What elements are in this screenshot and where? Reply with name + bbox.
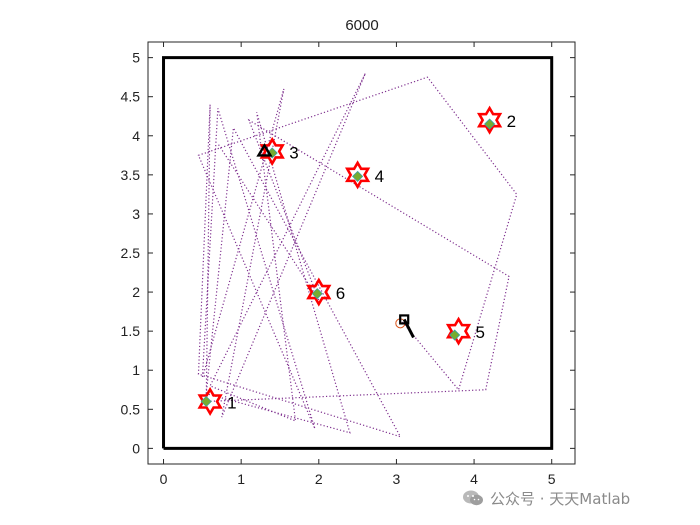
wechat-icon <box>463 490 483 506</box>
target-star <box>259 136 285 166</box>
robot <box>256 143 415 339</box>
target-4: 4 <box>344 160 384 190</box>
target-star <box>476 105 503 135</box>
y-tick-label: 2 <box>132 284 140 300</box>
robot-square <box>399 314 410 325</box>
target-label: 1 <box>227 393 236 412</box>
robot-triangle <box>256 143 273 157</box>
x-tick-label: 1 <box>237 471 245 487</box>
x-tick-label: 5 <box>548 471 556 487</box>
watermark-text: 公众号 · 天天Matlab <box>490 489 631 508</box>
x-tick-label: 4 <box>470 471 478 487</box>
x-tick-label: 0 <box>160 471 168 487</box>
target-label: 4 <box>375 167 384 186</box>
y-tick-label: 4.5 <box>121 89 141 105</box>
target-diamond <box>484 118 496 130</box>
robot-heading <box>402 318 415 339</box>
target-label: 5 <box>476 323 485 342</box>
y-tick-label: 1 <box>132 362 140 378</box>
target-5: 5 <box>445 316 485 346</box>
robot-trajectory <box>197 72 518 438</box>
y-tick-label: 3 <box>132 206 140 222</box>
x-tick-label: 3 <box>393 471 401 487</box>
y-tick-label: 5 <box>132 50 140 66</box>
chart-title: 6000 <box>345 17 378 34</box>
targets: 1 2 3 4 5 6 <box>197 105 516 417</box>
target-label: 6 <box>336 284 345 303</box>
trajectory-line <box>197 72 518 438</box>
x-tick-label: 2 <box>315 471 323 487</box>
y-tick-label: 0 <box>132 440 140 456</box>
target-star <box>197 386 223 417</box>
target-label: 2 <box>507 112 516 131</box>
plot-area <box>147 41 576 465</box>
target-label: 3 <box>289 143 298 162</box>
target-6: 6 <box>306 277 345 307</box>
target-diamond <box>200 395 212 408</box>
axes: 0 1 2 3 4 5 0 0.5 1 1.5 2 2.5 3 3.5 4 4.5 5 <box>121 42 575 487</box>
y-tick-label: 0.5 <box>121 401 141 417</box>
target-2: 2 <box>476 105 516 135</box>
target-star <box>306 277 332 307</box>
target-diamond <box>311 288 323 300</box>
target-star <box>344 160 371 190</box>
y-tick-label: 4 <box>132 128 140 144</box>
arena-boundary-line <box>162 56 554 450</box>
y-tick-label: 1.5 <box>121 323 141 339</box>
target-star <box>445 316 472 346</box>
target-diamond <box>449 329 461 341</box>
target-1: 1 <box>197 386 237 417</box>
target-diamond <box>352 170 364 182</box>
y-tick-label: 3.5 <box>121 167 141 183</box>
y-tick-label: 2.5 <box>121 245 141 261</box>
watermark: 公众号 · 天天Matlab <box>462 486 630 510</box>
arena-boundary <box>162 56 554 450</box>
